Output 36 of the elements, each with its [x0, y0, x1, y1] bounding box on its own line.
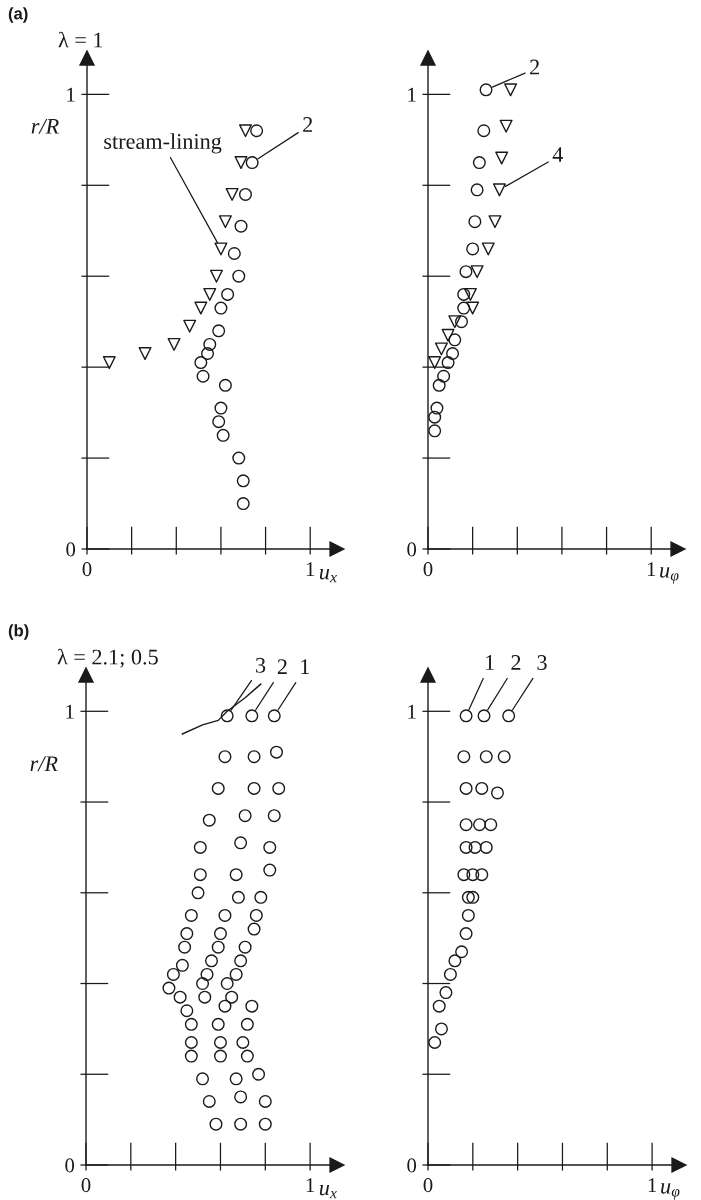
y-axis-title: r/R — [31, 118, 59, 134]
x-tick-label: 0 — [423, 562, 433, 577]
annotation: stream-lining — [104, 133, 222, 154]
annotation: 1 — [301, 659, 310, 674]
chart-title: (a) — [8, 7, 28, 23]
chart-title: (b) — [8, 624, 29, 640]
annotation: 3 — [256, 657, 266, 673]
annotation: 2 — [277, 659, 287, 674]
y-axis-title: r/R — [30, 756, 58, 772]
x-tick-label: 0 — [81, 1178, 91, 1193]
annotation: 3 — [537, 655, 547, 671]
annotation: 1 — [486, 655, 494, 670]
x-tick-label: 1 — [648, 1178, 657, 1192]
x-axis-title: u$_{x}$ — [319, 1184, 337, 1199]
y-tick-label: 0 — [66, 542, 76, 557]
x-tick-label: 0 — [423, 1178, 433, 1193]
x-axis-title: u$_{φ}$ — [661, 1183, 680, 1200]
y-tick-label: 1 — [408, 87, 416, 102]
x-tick-label: 1 — [306, 1178, 315, 1192]
y-tick-label: 1 — [66, 704, 74, 719]
x-tick-label: 1 — [647, 562, 656, 576]
chart-subtitle: λ = 1 — [58, 31, 103, 48]
y-tick-label: 1 — [408, 704, 416, 719]
y-tick-label: 0 — [407, 1158, 417, 1173]
chart-subtitle: λ = 2.1; 0.5 — [57, 648, 158, 668]
annotation: 2 — [511, 655, 521, 670]
annotation: 2 — [303, 117, 313, 132]
x-tick-label: 1 — [306, 562, 315, 576]
y-tick-label: 0 — [407, 542, 417, 557]
x-tick-label: 0 — [82, 562, 92, 577]
annotation: 4 — [552, 147, 563, 162]
annotation: 2 — [530, 59, 539, 75]
y-tick-label: 0 — [65, 1158, 75, 1173]
x-axis-title: u$_{x}$ — [319, 568, 337, 583]
x-axis-title: u$_{φ}$ — [660, 567, 679, 584]
y-tick-label: 1 — [67, 87, 75, 102]
